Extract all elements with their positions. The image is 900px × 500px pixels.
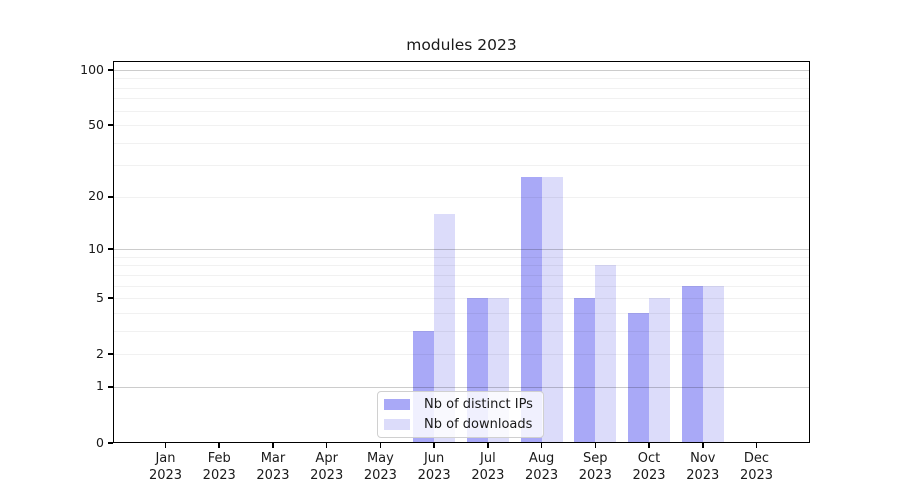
gridline-minor-60 — [113, 110, 810, 112]
legend-swatch-distinct-ips — [384, 399, 410, 410]
x-tick-mark-sep — [594, 443, 597, 448]
x-tick-mark-jan — [164, 443, 167, 448]
y-tick-label-0: 0 — [96, 434, 104, 450]
gridline-major-100 — [113, 70, 810, 71]
gridline-major-10 — [113, 249, 810, 251]
y-tick-mark-1 — [108, 386, 113, 388]
x-tick-mark-jul — [487, 443, 489, 448]
x-tick-mark-jun — [433, 443, 435, 448]
gridline-minor-5 — [113, 298, 810, 300]
legend-item-distinct-ips: Nb of distinct IPs — [384, 397, 536, 412]
bar-distinct-ips-sep — [574, 298, 596, 443]
y-tick-label-10: 10 — [88, 240, 104, 256]
x-tick-label-dec: Dec 2023 — [739, 451, 774, 483]
x-tick-mark-feb — [218, 443, 220, 448]
gridline-minor-80 — [113, 87, 810, 89]
y-tick-label-5: 5 — [96, 289, 104, 305]
bar-downloads-sep — [595, 265, 617, 443]
gridline-minor-4 — [113, 312, 810, 314]
gridline-minor-70 — [113, 98, 810, 100]
x-tick-label-jul: Jul 2023 — [471, 451, 505, 483]
y-tick-mark-5 — [108, 297, 113, 299]
y-tick-mark-100 — [108, 69, 113, 71]
x-tick-label-jun: Jun 2023 — [417, 451, 451, 483]
y-tick-mark-20 — [108, 196, 113, 198]
plot-area: Nb of distinct IPs Nb of downloads — [113, 61, 810, 443]
x-tick-label-apr: Apr 2023 — [310, 451, 344, 483]
gridline-minor-30 — [113, 165, 810, 167]
x-tick-mark-dec — [755, 443, 758, 448]
y-tick-label-2: 2 — [96, 345, 104, 361]
x-tick-label-feb: Feb 2023 — [202, 451, 236, 483]
gridline-minor-40 — [113, 142, 810, 144]
y-tick-mark-10 — [108, 248, 113, 250]
bar-distinct-ips-oct — [628, 312, 650, 443]
x-tick-label-mar: Mar 2023 — [256, 451, 290, 483]
y-tick-mark-0 — [108, 442, 113, 444]
gridline-minor-50 — [113, 125, 810, 127]
x-tick-mark-apr — [325, 443, 328, 448]
legend: Nb of distinct IPs Nb of downloads — [377, 391, 544, 438]
x-tick-label-aug: Aug 2023 — [525, 451, 559, 483]
gridline-minor-3 — [113, 330, 810, 332]
x-tick-mark-may — [379, 443, 382, 448]
chart-title: modules 2023 — [406, 36, 517, 54]
y-tick-label-100: 100 — [80, 61, 104, 77]
bar-downloads-jun — [434, 214, 456, 443]
gridline-minor-6 — [113, 285, 810, 287]
bar-downloads-oct — [649, 298, 671, 443]
x-tick-mark-mar — [272, 443, 274, 448]
legend-item-downloads: Nb of downloads — [384, 417, 536, 432]
y-tick-mark-2 — [108, 353, 113, 355]
gridline-major-1 — [113, 386, 810, 388]
bar-distinct-ips-nov — [681, 285, 703, 443]
bar-downloads-aug — [541, 176, 563, 443]
bar-distinct-ips-aug — [520, 176, 542, 443]
x-tick-mark-nov — [702, 443, 704, 448]
x-tick-mark-oct — [648, 443, 650, 448]
x-tick-mark-aug — [540, 443, 543, 448]
gridline-minor-7 — [113, 274, 810, 276]
x-tick-label-oct: Oct 2023 — [632, 451, 666, 483]
x-tick-label-jan: Jan 2023 — [148, 451, 183, 483]
y-tick-label-20: 20 — [88, 188, 104, 204]
y-tick-mark-50 — [108, 124, 113, 126]
x-tick-label-nov: Nov 2023 — [686, 451, 720, 483]
legend-label-distinct-ips: Nb of distinct IPs — [424, 397, 533, 412]
y-tick-label-1: 1 — [96, 378, 104, 394]
x-tick-label-may: May 2023 — [363, 451, 397, 483]
gridline-minor-8 — [113, 265, 810, 267]
gridline-minor-9 — [113, 256, 810, 258]
gridline-minor-90 — [113, 78, 810, 80]
gridline-minor-20 — [113, 196, 810, 198]
x-tick-label-sep: Sep 2023 — [578, 451, 612, 483]
y-tick-label-50: 50 — [88, 116, 104, 132]
legend-label-downloads: Nb of downloads — [424, 417, 533, 432]
legend-swatch-downloads — [384, 419, 410, 430]
bar-downloads-nov — [702, 285, 724, 443]
gridline-minor-2 — [113, 354, 810, 356]
